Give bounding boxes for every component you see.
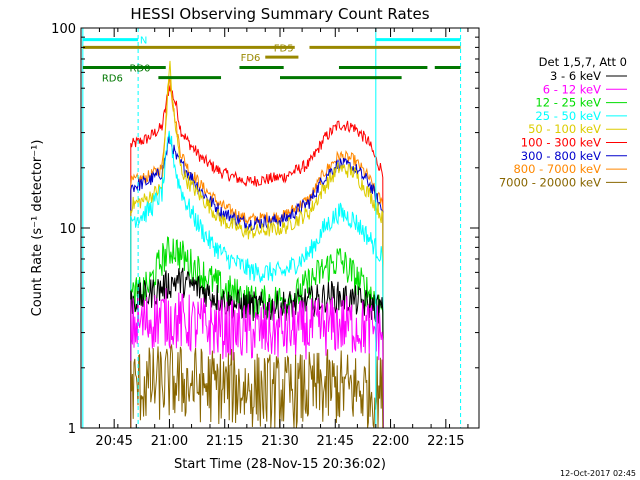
- x-tick-label: 21:30: [261, 434, 298, 449]
- legend-label: 12 - 25 keV: [535, 96, 601, 110]
- x-tick-label: 20:45: [95, 434, 132, 449]
- legend-label: 3 - 6 keV: [550, 69, 601, 83]
- trace-100-300-kev: [130, 85, 384, 429]
- flag-label-fd6: FD6: [241, 53, 261, 64]
- y-axis-label: Count Rate (s⁻¹ detector⁻¹): [30, 140, 45, 317]
- legend-label: 6 - 12 keV: [543, 82, 601, 96]
- flag-label-fd5: FD5: [274, 43, 294, 54]
- trace-25-50-kev: [130, 130, 384, 429]
- trace-7000-20000-kev: [130, 343, 384, 429]
- legend-label: 300 - 800 keV: [521, 149, 601, 163]
- axes: 1 10 100 20:45 21:00 21:15 21:30 21:45 22:00 22:1…: [51, 22, 479, 449]
- legend-label: 25 - 50 keV: [535, 109, 601, 123]
- flag-label-rd0: RD0: [129, 63, 150, 74]
- timestamp: 12-Oct-2017 02:45: [560, 469, 636, 478]
- data-traces: [130, 60, 384, 429]
- x-tick-label: 22:15: [427, 434, 464, 449]
- legend-label: 50 - 100 keV: [528, 122, 601, 136]
- flag-bars: N FD5 FD6 RD0 RD6: [82, 28, 462, 428]
- trace-6-12-kev: [130, 288, 384, 429]
- trace-3-6-kev: [130, 267, 384, 429]
- x-tick-label: 21:15: [206, 434, 243, 449]
- x-tick-label: 21:00: [151, 434, 188, 449]
- legend-label: 7000 - 20000 keV: [499, 175, 601, 189]
- legend-header: Det 1,5,7, Att 0: [539, 55, 627, 69]
- x-tick-label: 21:45: [317, 434, 354, 449]
- legend-label: 800 - 7000 keV: [513, 162, 601, 176]
- y-tick-label: 1: [68, 422, 76, 437]
- x-tick-label: 22:00: [372, 434, 409, 449]
- legend-label: 100 - 300 keV: [521, 136, 601, 150]
- chart-title: HESSI Observing Summary Count Rates: [130, 5, 429, 23]
- y-tick-label: 100: [51, 22, 76, 37]
- trace-800-7000-kev: [130, 77, 384, 429]
- y-tick-label: 10: [59, 222, 76, 237]
- flag-label-rd6: RD6: [102, 74, 123, 85]
- trace-50-100-kev: [130, 60, 384, 429]
- flag-label-n: N: [140, 36, 147, 47]
- x-axis-label: Start Time (28-Nov-15 20:36:02): [174, 457, 386, 472]
